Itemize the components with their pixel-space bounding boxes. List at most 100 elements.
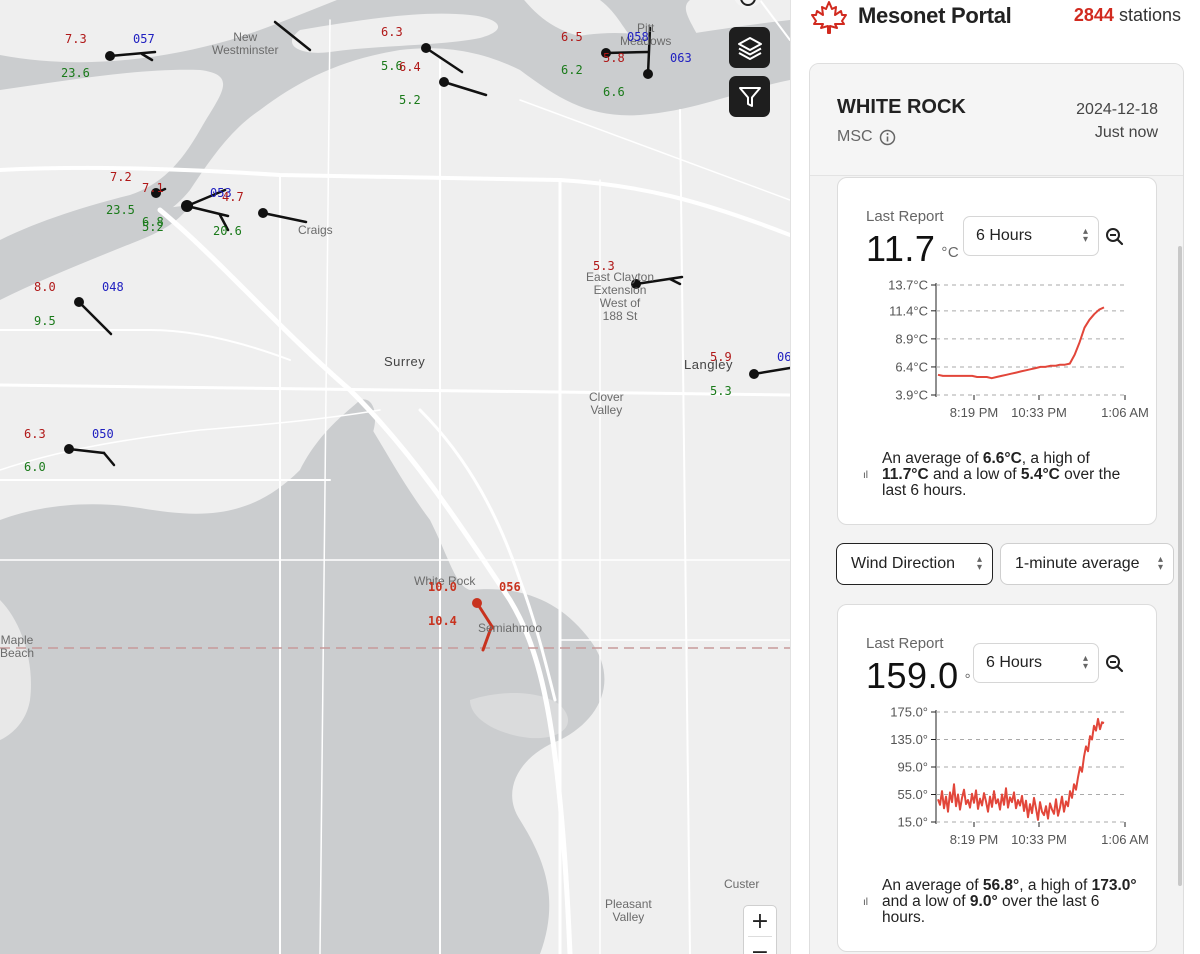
- time-range-value: 6 Hours: [976, 227, 1033, 244]
- average-select[interactable]: 1-minute average ▴ ▾: [1000, 543, 1174, 585]
- time-range-select[interactable]: 6 Hours ▴ ▾: [963, 216, 1099, 256]
- map-view[interactable]: New Westminster Pitt Meadows Craigs East…: [0, 0, 790, 954]
- y-tick-label: 6.4°C: [895, 359, 928, 374]
- place-white-rock: White Rock: [414, 574, 476, 588]
- y-tick-label: 13.7°C: [888, 278, 928, 293]
- filter-button[interactable]: [729, 76, 770, 117]
- station-dots: [64, 43, 759, 454]
- place-langley: Langley: [684, 357, 734, 372]
- station-network: MSC: [837, 128, 896, 146]
- station-label: 058: [627, 30, 649, 44]
- y-tick-label: 8.9°C: [895, 331, 928, 346]
- place-clover-valley: Clover Valley: [589, 390, 624, 417]
- place-maple-beach: Maple Beach: [0, 633, 35, 660]
- observation-updated: Just now: [1094, 124, 1158, 141]
- place-craigs: Craigs: [298, 223, 333, 237]
- zoom-out-button[interactable]: −: [750, 939, 770, 954]
- station-label: 5.8: [603, 51, 625, 65]
- scrollbar[interactable]: [1178, 246, 1182, 886]
- place-pitt-meadows: Pitt Meadows: [620, 21, 672, 48]
- selected-station-marker: [472, 598, 482, 608]
- zoom-out-icon[interactable]: [1105, 227, 1125, 247]
- temperature-unit: °C: [941, 244, 960, 261]
- station-header: WHITE ROCK MSC 2024-12-18 Just now: [810, 64, 1183, 176]
- station-label: 06: [777, 350, 790, 364]
- temperature-value: 11.7 °C: [866, 228, 959, 270]
- y-tick-label: 135.0°: [890, 732, 928, 747]
- station-label: 20.6: [213, 224, 242, 238]
- layers-button[interactable]: [729, 27, 770, 68]
- time-range-select[interactable]: 6 Hours ▴ ▾: [973, 643, 1099, 683]
- series-line: [937, 717, 1105, 821]
- wind-direction-number: 159.0: [866, 655, 959, 696]
- last-report-label: Last Report: [866, 635, 944, 652]
- station-label: 23.5: [106, 203, 135, 217]
- y-tick-label: 175.0°: [890, 705, 928, 720]
- selected-station-speed: 10.4: [428, 614, 457, 628]
- temperature-summary: An average of 6.6°C, a high of 11.7°C an…: [882, 450, 1121, 499]
- station-label: 7.3: [65, 32, 87, 46]
- station-label: 6.3: [381, 25, 403, 39]
- station-label: 9.5: [34, 314, 56, 328]
- station-details-card: WHITE ROCK MSC 2024-12-18 Just now Last …: [809, 63, 1184, 954]
- place-pleasant-valley: Pleasant Valley: [605, 897, 652, 924]
- zoom-control: + −: [743, 905, 777, 954]
- temperature-card: Last Report 11.7 °C 6 Hours ▴ ▾ 13.7°C 11.4…: [837, 177, 1157, 525]
- station-label: 7.2: [110, 170, 132, 184]
- place-custer: Custer: [724, 877, 760, 891]
- zoom-divider: [748, 936, 772, 937]
- chevron-updown-icon: ▴ ▾: [1082, 653, 1088, 672]
- station-count-suffix: stations: [1118, 5, 1181, 25]
- filter-icon: [738, 86, 761, 107]
- station-panel: Mesonet Portal 2844 stations WHITE ROCK …: [790, 0, 1200, 954]
- station-label: 5.9: [710, 350, 732, 364]
- basemap: [0, 0, 790, 954]
- chevron-updown-icon: ▴ ▾: [1157, 554, 1163, 573]
- temperature-number: 11.7: [866, 228, 936, 269]
- station-label: 4.7: [222, 190, 244, 204]
- compass-button[interactable]: [733, 0, 763, 8]
- station-label: 5.3: [710, 384, 732, 398]
- station-scroll-area[interactable]: Last Report 11.7 °C 6 Hours ▴ ▾ 13.7°C 11.4…: [810, 176, 1183, 954]
- compass-icon: [740, 0, 756, 6]
- wind-direction-card: Last Report 159.0 ° 6 Hours ▴ ▾ 175.0° 135.…: [837, 604, 1157, 952]
- selected-station-direction: 056: [499, 580, 521, 594]
- last-report-label: Last Report: [866, 208, 944, 225]
- variable-select[interactable]: Wind Direction ▴ ▾: [836, 543, 993, 585]
- y-tick-label: 3.9°C: [895, 388, 928, 403]
- station-label: 6.6: [603, 85, 625, 99]
- zoom-in-button[interactable]: +: [750, 908, 770, 934]
- station-label: 5.6: [381, 59, 403, 73]
- station-label: 057: [133, 32, 155, 46]
- x-tick-label: 10:33 PM: [1011, 405, 1067, 420]
- wind-direction-chart: 175.0° 135.0° 95.0° 55.0° 15.0° 8:19 PM 10:33 …: [890, 705, 1149, 848]
- station-label: 063: [670, 51, 692, 65]
- selected-station-temp: 10.0: [428, 580, 457, 594]
- chart-bars-icon: ıl: [863, 897, 868, 908]
- station-label: 6.5: [561, 30, 583, 44]
- station-label: 053: [210, 186, 232, 200]
- station-label: 8.0: [34, 280, 56, 294]
- network-label: MSC: [837, 128, 873, 145]
- station-label: 6.0: [24, 460, 46, 474]
- y-tick-label: 15.0°: [897, 815, 928, 830]
- y-tick-label: 55.0°: [897, 787, 928, 802]
- station-label: 5.3: [593, 259, 615, 273]
- chart-bars-icon: ıl: [863, 470, 868, 481]
- zoom-out-icon[interactable]: [1105, 654, 1125, 674]
- y-tick-label: 11.4°C: [889, 303, 928, 318]
- place-new-westminster: New Westminster: [212, 30, 279, 57]
- x-tick-label: 10:33 PM: [1011, 832, 1067, 847]
- temperature-chart: 13.7°C 11.4°C 8.9°C 6.4°C 3.9°C 8:19 PM 10:33 …: [888, 278, 1149, 421]
- station-label: 6.4: [399, 60, 421, 74]
- series-line: [937, 306, 1105, 380]
- station-label: 6.8: [142, 215, 164, 229]
- station-label: 6.2: [561, 63, 583, 77]
- chevron-updown-icon: ▴ ▾: [976, 554, 982, 573]
- station-label: 5.2: [399, 93, 421, 107]
- wind-direction-summary: An average of 56.8°, a high of 173.0° an…: [882, 877, 1137, 926]
- x-tick-label: 1:06 AM: [1101, 832, 1149, 847]
- app-title: Mesonet Portal: [858, 3, 1012, 28]
- info-icon[interactable]: [879, 129, 896, 146]
- x-tick-label: 8:19 PM: [950, 405, 998, 420]
